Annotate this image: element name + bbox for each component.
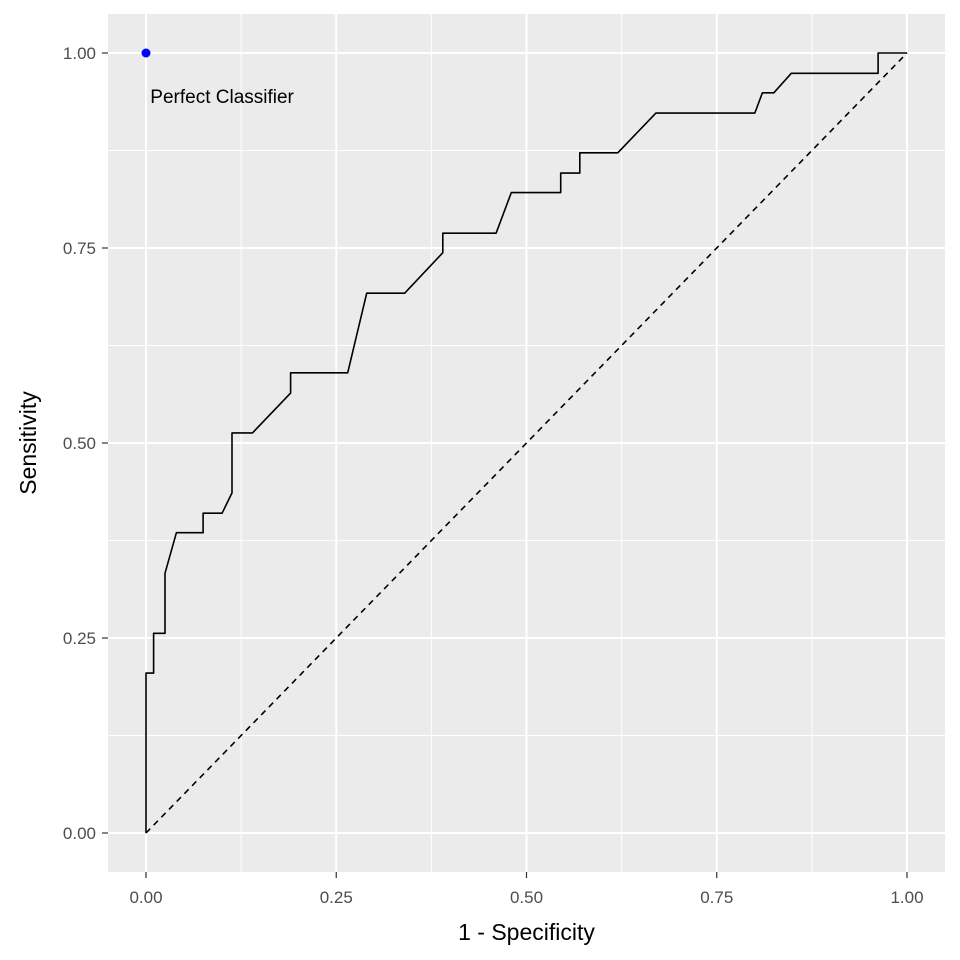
annotation-perfect-classifier: Perfect Classifier: [150, 87, 294, 108]
y-tick-label: 0.00: [63, 824, 96, 843]
y-tick-label: 1.00: [63, 44, 96, 63]
roc-curve-line: [145, 52, 907, 833]
points-layer: [141, 48, 151, 58]
x-tick-label: 0.00: [129, 888, 162, 907]
annotation-layer: Perfect Classifier: [150, 87, 294, 108]
y-tick-label: 0.25: [63, 629, 96, 648]
y-axis-title: Sensitivity: [15, 391, 41, 495]
x-axis: 0.00 0.25 0.50 0.75 1.00: [129, 872, 924, 907]
x-axis-title: 1 - Specificity: [458, 919, 595, 945]
x-tick-label: 0.25: [320, 888, 353, 907]
x-tick-label: 1.00: [890, 888, 923, 907]
y-axis: 0.00 0.25 0.50 0.75 1.00: [63, 44, 108, 843]
x-tick-label: 0.50: [510, 888, 543, 907]
x-tick-label: 0.75: [700, 888, 733, 907]
perfect-classifier-point: [141, 48, 151, 58]
series-layer: [145, 52, 908, 834]
diagonal-reference-line: [145, 52, 908, 834]
y-tick-label: 0.75: [63, 239, 96, 258]
y-tick-label: 0.50: [63, 434, 96, 453]
